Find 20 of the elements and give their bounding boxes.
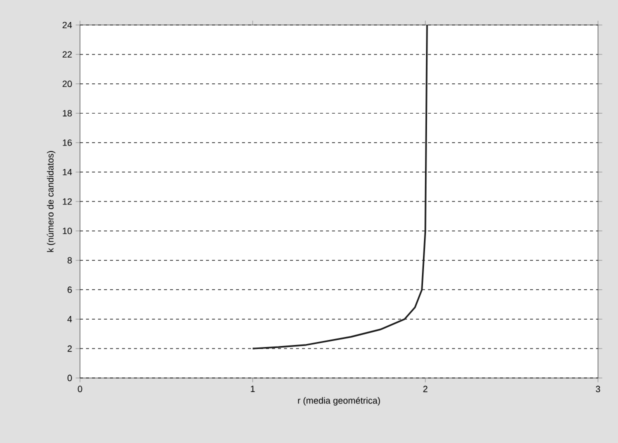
x-tick-label: 3 [596,386,600,392]
y-tick-label: 18 [62,110,72,116]
y-tick-label: 0 [68,374,72,382]
y-tick-label: 8 [68,257,72,264]
y-tick-label: 10 [62,228,72,234]
y-tick-label: 6 [68,286,72,293]
y-tick-label: 14 [62,168,72,176]
x-axis-title: r (media geométrica) [298,397,380,406]
y-axis-title: k (número de candidatos) [46,151,56,252]
y-tick-label: 20 [62,80,72,88]
y-tick-label: 12 [62,198,72,205]
line-series [252,24,428,350]
y-tick-label: 2 [68,345,72,352]
x-tick-label: 2 [423,386,428,392]
x-tick-label: 0 [78,386,82,392]
y-tick-label: 4 [67,316,72,322]
x-tick-label: 1 [250,386,255,392]
y-tick-label: 16 [62,139,72,146]
y-tick-label: 24 [62,22,72,28]
y-tick-label: 22 [62,51,72,58]
